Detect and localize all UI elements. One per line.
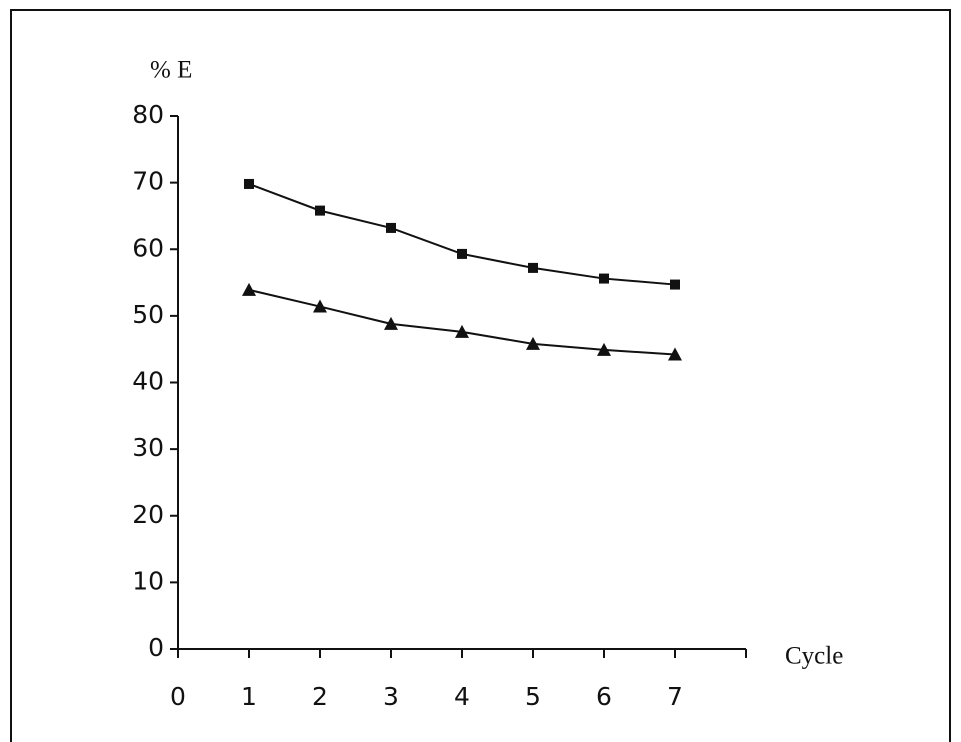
x-tick-label: 7 xyxy=(667,682,683,711)
data-point xyxy=(244,178,254,189)
x-axis-label: Cycle xyxy=(785,643,843,670)
data-point xyxy=(599,273,609,284)
series-line xyxy=(248,183,676,286)
data-point xyxy=(242,282,256,296)
x-tick-label: 4 xyxy=(454,682,470,711)
x-tick-label: 5 xyxy=(525,682,541,711)
y-tick-label: 10 xyxy=(132,566,164,595)
data-point xyxy=(455,324,469,338)
data-point xyxy=(526,336,540,350)
y-tick-label: 0 xyxy=(148,633,164,662)
data-point xyxy=(313,299,327,313)
data-point xyxy=(597,342,611,356)
y-tick-label: 50 xyxy=(132,300,164,329)
x-tick-label: 6 xyxy=(596,682,612,711)
data-point xyxy=(668,347,682,361)
y-tick-label: 70 xyxy=(132,167,164,196)
y-axis-label: % E xyxy=(150,57,192,84)
data-point xyxy=(670,279,680,290)
y-tick-label: 60 xyxy=(132,233,164,262)
data-point xyxy=(315,205,325,216)
x-tick-label: 3 xyxy=(383,682,399,711)
y-tick-label: 30 xyxy=(132,433,164,462)
data-point xyxy=(457,248,467,259)
x-tick-label: 1 xyxy=(241,682,257,711)
data-point xyxy=(528,262,538,273)
data-point xyxy=(386,222,396,233)
frame xyxy=(10,9,951,742)
data-point xyxy=(384,316,398,330)
y-tick-label: 20 xyxy=(132,500,164,529)
y-tick-label: 40 xyxy=(132,367,164,396)
x-tick-label: 0 xyxy=(170,682,186,711)
series-line xyxy=(248,288,676,356)
y-tick-label: 80 xyxy=(132,100,164,129)
x-tick-label: 2 xyxy=(312,682,328,711)
